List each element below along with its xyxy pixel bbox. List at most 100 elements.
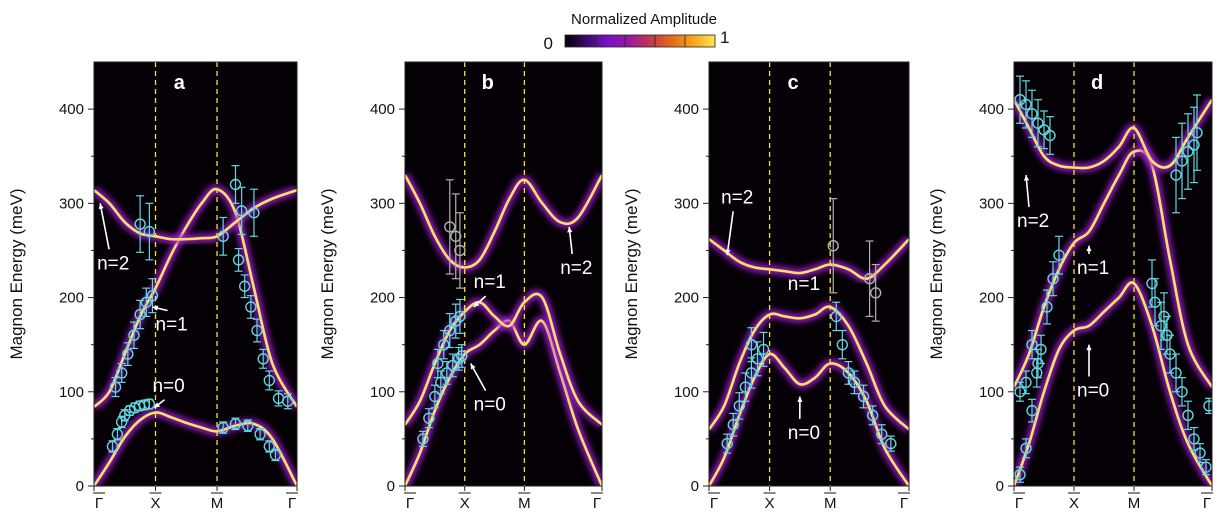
data-point xyxy=(450,193,462,280)
data-point xyxy=(134,195,146,253)
annotation-n=2: n=2 xyxy=(1017,174,1049,232)
annotation-n=2: n=2 xyxy=(97,203,129,274)
band-line-1 xyxy=(405,292,602,426)
arrow-head xyxy=(154,402,161,408)
y-tick-label: 200 xyxy=(674,290,699,307)
data-point xyxy=(1041,289,1053,325)
data-point xyxy=(232,247,245,272)
plot-content: n=2 n=1 n=0 xyxy=(1014,62,1212,486)
y-tick-label: 0 xyxy=(76,478,84,495)
annotation-n=0: n=0 xyxy=(788,396,820,444)
plot-frame xyxy=(1013,61,1213,487)
plot-content: n=2 n=1 n=0 xyxy=(709,62,909,486)
panels: n=2 n=1 n=0 a 0 100 200 300 400 Magnon Energy (me… xyxy=(7,61,1213,512)
data-point xyxy=(1176,122,1188,200)
data-point xyxy=(140,287,152,317)
data-point xyxy=(1032,348,1044,379)
annotation-label: n=2 xyxy=(1017,211,1049,232)
y-axis-label: Magnon Energy (meV) xyxy=(318,188,337,359)
data-point xyxy=(1191,94,1203,171)
data-point xyxy=(242,419,254,432)
y-tick-label: 200 xyxy=(370,290,395,307)
data-point xyxy=(441,361,453,385)
data-point xyxy=(1170,136,1182,214)
annotation-n=1: n=1 xyxy=(473,272,506,308)
data-point xyxy=(134,299,146,330)
data-point xyxy=(438,329,450,360)
arrow-head xyxy=(725,249,731,256)
data-point xyxy=(245,295,257,319)
colorbar-gradient xyxy=(564,34,716,48)
data-point xyxy=(866,405,879,426)
data-point xyxy=(745,327,758,363)
annotation-label: n=2 xyxy=(560,258,592,279)
band-line-1 xyxy=(709,305,909,431)
annotation-arrow xyxy=(726,211,734,256)
annotation-n=2: n=2 xyxy=(560,226,592,279)
x-tick-label: X xyxy=(765,495,775,512)
annotation-label: n=1 xyxy=(156,315,188,336)
data-point xyxy=(745,357,758,389)
data-point xyxy=(733,392,746,420)
data-point xyxy=(229,165,242,204)
data-point xyxy=(248,188,260,237)
data-point xyxy=(1014,381,1026,402)
panel-label: b xyxy=(482,72,494,94)
data-point xyxy=(1026,398,1038,423)
y-tick-label: 400 xyxy=(674,101,699,118)
data-point xyxy=(454,298,466,334)
annotation-label: n=1 xyxy=(1077,258,1109,279)
annotation-n=1: n=1 xyxy=(1077,245,1109,279)
data-point xyxy=(143,202,156,261)
y-tick-label: 100 xyxy=(674,384,699,401)
y-tick-label: 400 xyxy=(59,101,84,118)
annotation-label: n=2 xyxy=(97,253,129,274)
data-point xyxy=(721,433,733,454)
y-tick-label: 400 xyxy=(979,101,1004,118)
y-tick-label: 300 xyxy=(674,195,699,212)
arrow-head xyxy=(98,203,104,210)
y-tick-label: 100 xyxy=(979,384,1004,401)
annotation-n=0: n=0 xyxy=(469,363,506,416)
colorbar-min-label: 0 xyxy=(544,34,553,53)
annotation-label: n=0 xyxy=(474,395,506,416)
annotation-arrow xyxy=(99,203,110,250)
y-axis-label: Magnon Energy (meV) xyxy=(622,188,641,359)
data-point xyxy=(1182,400,1194,431)
plot-frame xyxy=(93,61,298,487)
arrow-head xyxy=(152,305,159,311)
plot-frame xyxy=(708,61,910,487)
annotation-n=0: n=0 xyxy=(152,376,185,409)
x-tick-label: Γ xyxy=(406,495,414,512)
annotation-label: n=0 xyxy=(788,423,820,444)
data-point xyxy=(257,348,269,369)
data-point xyxy=(106,440,119,453)
data-point xyxy=(417,430,429,448)
data-point xyxy=(217,421,229,434)
annotation-label: n=1 xyxy=(788,274,820,295)
colorbar-ticks xyxy=(594,35,686,47)
band-line-2 xyxy=(1014,98,1212,170)
plot-content: n=1 n=0 n=2 xyxy=(405,62,602,486)
data-point xyxy=(848,370,861,395)
data-point xyxy=(842,361,855,385)
data-point xyxy=(1176,377,1188,407)
annotation-label: n=1 xyxy=(474,272,506,293)
y-tick-label: 0 xyxy=(387,478,395,495)
data-point xyxy=(876,424,888,445)
data-point xyxy=(1026,89,1038,138)
data-point xyxy=(739,372,752,402)
x-tick-label: M xyxy=(1128,495,1141,512)
data-point xyxy=(885,435,897,452)
data-point xyxy=(1020,370,1032,395)
y-tick-label: 200 xyxy=(979,290,1004,307)
data-point xyxy=(263,370,276,391)
panel-d: n=2 n=1 n=0 d 0 100 200 300 400 Magnon Energy (me… xyxy=(927,61,1213,512)
band-line-0 xyxy=(405,319,602,486)
arrow-head xyxy=(1023,175,1030,181)
panel-label: c xyxy=(787,72,798,94)
data-point xyxy=(1020,438,1032,459)
arrow-head xyxy=(473,301,480,307)
annotation-n=1: n=1 xyxy=(788,274,820,295)
